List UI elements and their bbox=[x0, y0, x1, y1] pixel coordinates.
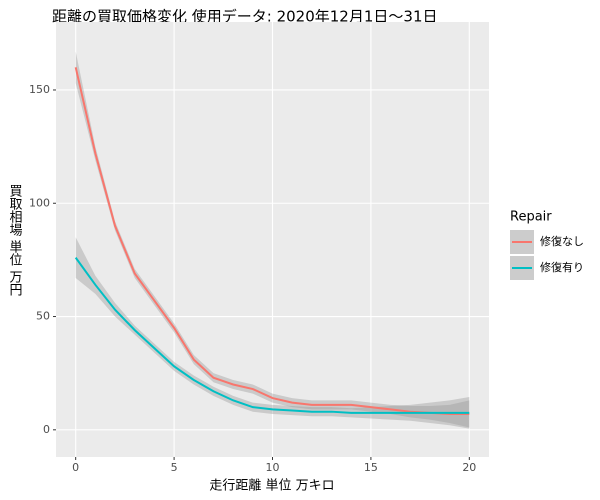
chart-title: 距離の買取価格変化 使用データ: 2020年12月1日～31日 bbox=[52, 8, 437, 26]
confidence-band bbox=[75, 237, 470, 429]
legend-label: 修復有り bbox=[540, 260, 584, 274]
x-tick-label: 0 bbox=[72, 461, 79, 474]
x-tick-label: 20 bbox=[462, 461, 476, 474]
x-axis-title: 走行距離 単位 万キロ bbox=[209, 478, 334, 494]
x-tick-label: 15 bbox=[364, 461, 378, 474]
y-tick-label: 50 bbox=[36, 310, 50, 323]
y-tick-label: 150 bbox=[29, 83, 50, 96]
y-axis-title: 買取相場 単位 万円 bbox=[7, 184, 23, 297]
legend-title: Repair bbox=[510, 210, 552, 225]
y-tick-label: 0 bbox=[43, 423, 50, 436]
x-tick-label: 5 bbox=[171, 461, 178, 474]
x-tick-label: 10 bbox=[266, 461, 280, 474]
line bbox=[74, 67, 470, 415]
legend-label: 修復なし bbox=[540, 234, 584, 248]
y-tick-label: 100 bbox=[29, 196, 50, 209]
line bbox=[74, 257, 470, 414]
